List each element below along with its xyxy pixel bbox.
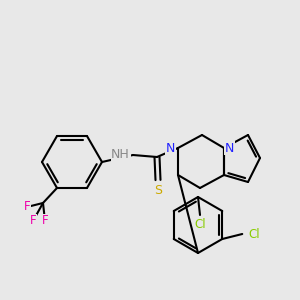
- Text: F: F: [24, 200, 30, 214]
- Text: F: F: [42, 214, 48, 227]
- Text: NH: NH: [111, 148, 130, 161]
- Text: N: N: [225, 142, 234, 154]
- Text: N: N: [166, 142, 175, 154]
- Text: Cl: Cl: [248, 227, 260, 241]
- Text: S: S: [154, 184, 162, 196]
- Text: F: F: [30, 214, 36, 227]
- Text: Cl: Cl: [194, 218, 206, 232]
